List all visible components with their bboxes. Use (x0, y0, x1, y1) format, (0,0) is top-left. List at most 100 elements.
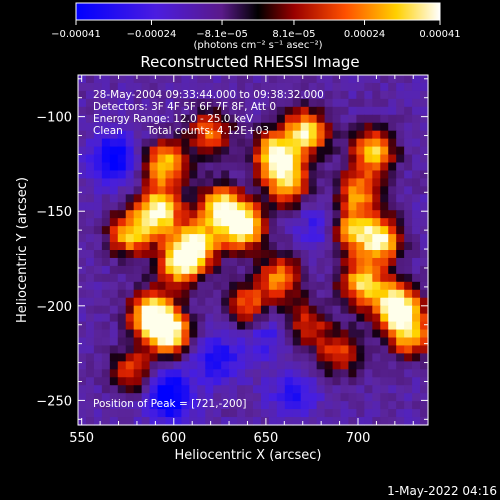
heatmap-cell (149, 130, 159, 140)
heatmap-cell (276, 98, 286, 108)
heatmap-cell (356, 409, 365, 418)
heatmap-cell (412, 361, 421, 370)
heatmap-cell (173, 114, 182, 124)
heatmap-cell (125, 337, 135, 347)
heatmap-cell (276, 273, 286, 283)
heatmap-cell (356, 281, 365, 291)
heatmap-cell (149, 369, 159, 378)
heatmap-cell (78, 369, 87, 378)
heatmap-cell (412, 345, 421, 354)
heatmap-cell (149, 194, 159, 203)
heatmap-cell (197, 297, 206, 307)
heatmap-cell (396, 162, 405, 172)
heatmap-cell (364, 202, 373, 211)
heatmap-cell (332, 361, 342, 370)
heatmap-cell (284, 75, 294, 84)
heatmap-cell (149, 273, 159, 283)
heatmap-cell (364, 257, 373, 267)
heatmap-cell (205, 265, 214, 275)
heatmap-cell (332, 297, 342, 307)
heatmap-cell (237, 313, 246, 323)
heatmap-cell (340, 162, 350, 172)
heatmap-cell (292, 289, 302, 299)
heatmap-cell (404, 218, 413, 227)
y-tick-label: −150 (36, 205, 72, 220)
heatmap-cell (157, 250, 167, 259)
heatmap-cell (78, 297, 87, 307)
heatmap-cell (356, 226, 365, 235)
heatmap-cell (101, 385, 111, 394)
heatmap-cell (197, 313, 206, 323)
heatmap-cell (133, 385, 143, 394)
heatmap-cell (101, 234, 111, 243)
heatmap-cell (173, 409, 182, 418)
heatmap-cell (308, 281, 318, 291)
heatmap-cell (292, 234, 302, 243)
heatmap-cell (189, 162, 198, 172)
heatmap-cell (292, 186, 302, 195)
heatmap-cell (85, 154, 95, 164)
heatmap-cell (237, 130, 246, 140)
heatmap-cell (85, 273, 95, 283)
heatmap-cell (149, 170, 159, 179)
heatmap-cell (109, 122, 119, 132)
heatmap-cell (300, 218, 310, 227)
heatmap-cell (189, 178, 198, 187)
heatmap-cell (117, 218, 127, 227)
heatmap-cell (396, 417, 405, 426)
heatmap-cell (253, 98, 262, 108)
heatmap-cell (276, 257, 286, 267)
heatmap-cell (396, 146, 405, 156)
heatmap-cell (157, 226, 167, 235)
heatmap-cell (125, 170, 135, 179)
colorbar-gradient (75, 2, 441, 21)
heatmap-cell (157, 321, 167, 331)
heatmap-cell (340, 114, 350, 124)
heatmap-cell (364, 122, 373, 132)
heatmap-cell (268, 82, 278, 92)
heatmap-cell (253, 265, 262, 275)
heatmap-cell (316, 154, 326, 164)
heatmap-cell (268, 122, 278, 132)
heatmap-cell (332, 401, 342, 410)
heatmap-cell (253, 114, 262, 124)
heatmap-cell (356, 194, 365, 203)
heatmap-cell (237, 289, 246, 299)
heatmap-cell (221, 170, 230, 179)
heatmap-cell (268, 409, 278, 418)
heatmap-cell (245, 114, 254, 124)
heatmap-cell (308, 130, 318, 140)
heatmap-cell (109, 170, 119, 179)
heatmap-cell (101, 226, 111, 235)
heatmap-cell (245, 138, 254, 148)
heatmap-cell (93, 106, 103, 116)
heatmap-cell (205, 257, 214, 267)
heatmap-cell (221, 194, 230, 203)
heatmap-cell (332, 162, 342, 172)
heatmap-cell (101, 178, 111, 187)
heatmap-cell (109, 305, 119, 315)
heatmap-cell (149, 329, 159, 339)
heatmap-cell (404, 337, 413, 347)
heatmap-cell (229, 202, 238, 211)
heatmap-cell (173, 257, 182, 267)
heatmap-cell (292, 297, 302, 307)
heatmap-cell (308, 321, 318, 331)
heatmap-cell (165, 281, 175, 291)
heatmap-cell (388, 146, 397, 156)
heatmap-cell (101, 138, 111, 148)
heatmap-cell (141, 281, 151, 291)
heatmap-cell (165, 146, 175, 156)
heatmap-cell (133, 114, 143, 124)
heatmap-cell (197, 353, 206, 362)
heatmap-cell (237, 138, 246, 148)
heatmap-cell (213, 146, 222, 156)
heatmap-cell (260, 313, 270, 323)
heatmap-cell (157, 98, 167, 108)
heatmap-cell (141, 353, 151, 362)
heatmap-cell (308, 138, 318, 148)
heatmap-cell (109, 234, 119, 243)
heatmap-cell (332, 265, 342, 275)
heatmap-cell (380, 369, 389, 378)
heatmap-cell (284, 98, 294, 108)
